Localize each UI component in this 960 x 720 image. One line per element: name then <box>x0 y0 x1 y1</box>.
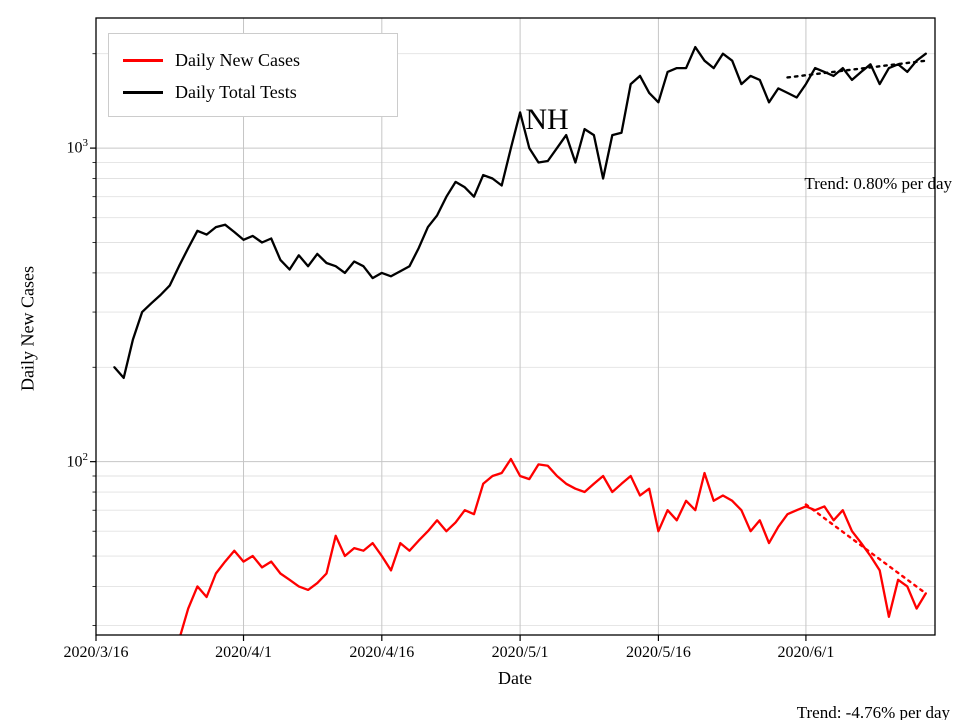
black-line-swatch <box>123 90 163 94</box>
x-tick-label: 2020/3/16 <box>63 644 129 661</box>
legend-entry-daily-new-cases: Daily New Cases <box>109 44 397 76</box>
x-tick-label: 2020/5/1 <box>491 644 549 661</box>
x-tick-label: 2020/5/16 <box>625 644 691 661</box>
y-tick-label: 102 <box>66 450 89 470</box>
daily-total-tests-line <box>113 45 927 380</box>
plot-border <box>95 17 936 636</box>
x-axis-label: Date <box>498 668 532 688</box>
red-line-swatch <box>123 58 163 62</box>
axis-ticks <box>90 53 807 641</box>
trend-annotation-total-tests: Trend: 0.80% per day <box>804 174 952 193</box>
legend-label-daily-total-tests: Daily Total Tests <box>175 81 297 102</box>
legend-entry-daily-total-tests: Daily Total Tests <box>109 76 397 108</box>
x-tick-label: 2020/4/16 <box>349 644 415 661</box>
y-tick-label: 103 <box>66 137 89 157</box>
daily-new-cases-line <box>179 457 927 635</box>
y-axis-label: Daily New Cases <box>17 266 38 391</box>
trend-annotation-new-cases: Trend: -4.76% per day <box>796 703 950 720</box>
chart-title: NH <box>525 103 569 136</box>
x-tick-label: 2020/4/1 <box>215 644 272 661</box>
trend-lines <box>786 59 927 595</box>
x-tick-label: 2020/6/1 <box>777 644 835 661</box>
chart-legend: Daily New Cases Daily Total Tests <box>108 33 398 117</box>
legend-label-daily-new-cases: Daily New Cases <box>175 49 300 70</box>
